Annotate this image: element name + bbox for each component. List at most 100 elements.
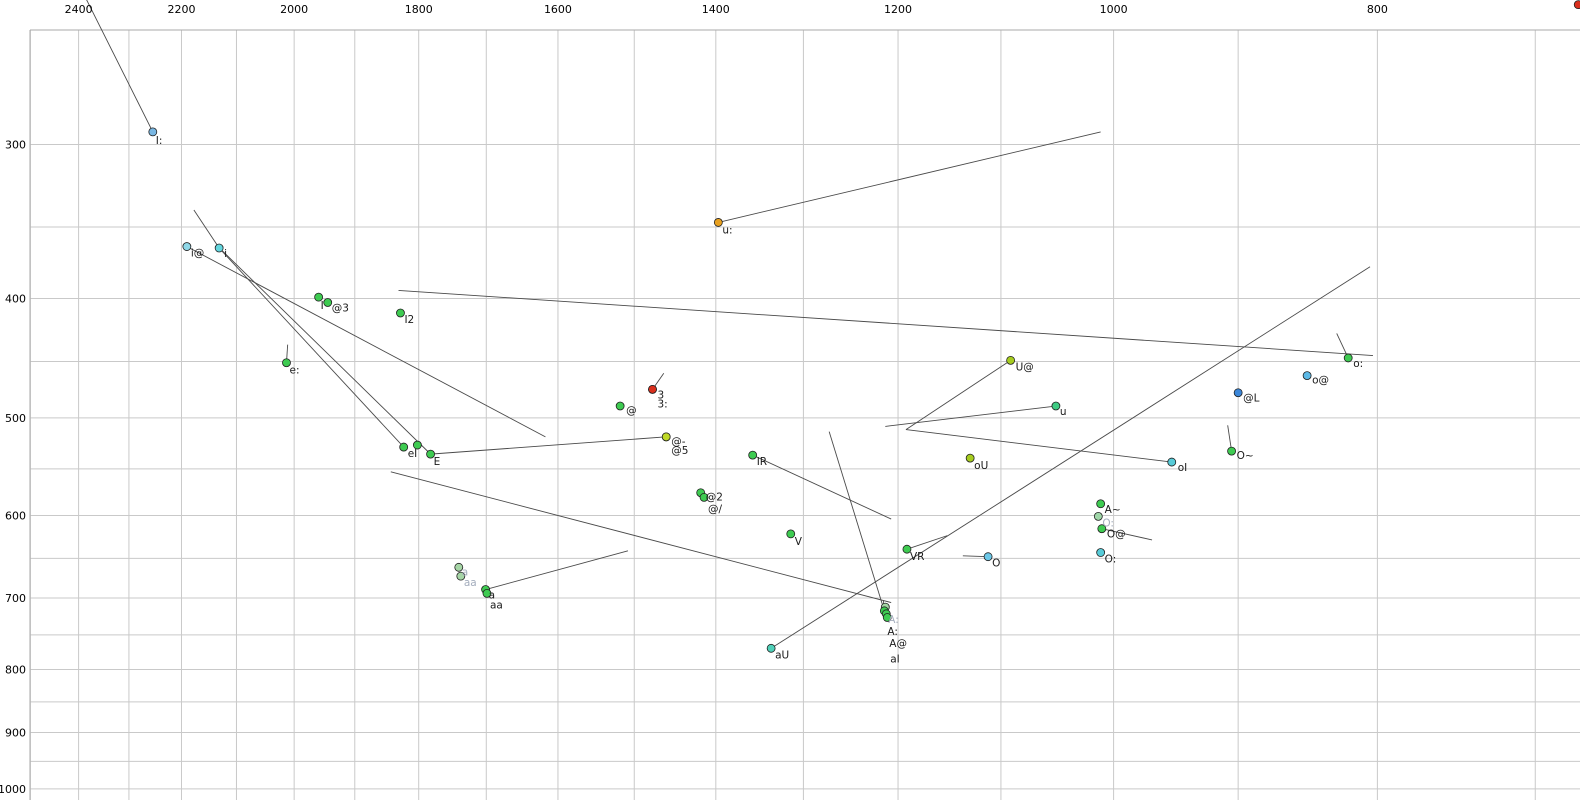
data-point[interactable] xyxy=(983,552,993,562)
point-label: @5 xyxy=(671,445,688,457)
data-point[interactable] xyxy=(399,442,409,452)
x-tick-label: 1200 xyxy=(884,3,912,16)
point-label: oU xyxy=(974,460,988,472)
data-point[interactable] xyxy=(412,440,422,450)
x-tick-label: 1400 xyxy=(702,3,730,16)
point-label: aU xyxy=(775,649,789,661)
x-tick-label: 2200 xyxy=(167,3,195,16)
trajectory-line xyxy=(86,0,154,133)
trajectory-line xyxy=(770,266,1371,649)
trajectory-line xyxy=(1336,333,1349,359)
trajectory-line xyxy=(485,550,629,590)
point-label: o: xyxy=(1353,358,1363,370)
trajectory-line xyxy=(828,431,885,611)
data-point[interactable] xyxy=(748,450,758,460)
y-tick-label: 500 xyxy=(5,412,26,425)
point-label: 3: xyxy=(658,398,668,410)
data-point[interactable] xyxy=(882,613,892,622)
trajectory-line xyxy=(906,535,948,550)
point-label: i xyxy=(224,248,227,260)
point-label: i@ xyxy=(191,248,204,260)
y-tick-label: 300 xyxy=(5,139,26,152)
x-tick-label: 2000 xyxy=(280,3,308,16)
data-point[interactable] xyxy=(454,562,464,572)
y-tick-label: 1000 xyxy=(0,783,26,796)
point-label: I xyxy=(321,300,324,312)
data-point[interactable] xyxy=(1006,355,1016,365)
data-point[interactable] xyxy=(323,298,333,307)
y-tick-label: 900 xyxy=(5,726,26,739)
trajectory-line xyxy=(218,247,405,448)
data-point[interactable] xyxy=(615,401,625,411)
data-point[interactable] xyxy=(456,571,466,581)
data-point[interactable] xyxy=(214,243,224,253)
trajectory-line xyxy=(718,131,1101,223)
point-label: A: xyxy=(888,614,899,626)
point-label: a xyxy=(489,590,495,602)
data-point[interactable] xyxy=(699,492,709,502)
data-point[interactable] xyxy=(1343,353,1353,363)
point-label: o@ xyxy=(1312,375,1329,387)
x-tick-label: 2400 xyxy=(65,3,93,16)
point-label: eI xyxy=(408,448,418,460)
x-tick-label: 1800 xyxy=(405,3,433,16)
trajectory-line xyxy=(752,454,892,520)
data-point[interactable] xyxy=(396,308,405,318)
data-point[interactable] xyxy=(1093,511,1103,521)
data-point[interactable] xyxy=(648,384,657,394)
data-point[interactable] xyxy=(1302,371,1312,381)
data-point[interactable] xyxy=(1573,0,1580,10)
data-point[interactable] xyxy=(902,544,912,554)
data-point[interactable] xyxy=(1233,388,1243,398)
data-point[interactable] xyxy=(426,449,435,459)
point-label: @ xyxy=(626,405,637,417)
point-label: a xyxy=(462,566,468,578)
trajectory-line xyxy=(1101,528,1153,541)
point-label: @3 xyxy=(332,302,349,314)
point-label: O xyxy=(992,558,1000,570)
x-tick-label: 1600 xyxy=(544,3,572,16)
point-label: @/ xyxy=(708,503,723,515)
trajectory-line xyxy=(222,250,431,455)
data-point[interactable] xyxy=(1051,401,1061,411)
point-label: u xyxy=(1060,406,1067,418)
y-tick-label: 400 xyxy=(5,292,26,305)
data-point[interactable] xyxy=(1167,457,1177,467)
data-point[interactable] xyxy=(1096,499,1106,509)
point-label: O: xyxy=(1105,554,1117,566)
x-tick-label: 1000 xyxy=(1100,3,1128,16)
point-label: A@ xyxy=(889,638,907,650)
point-label: IR xyxy=(757,456,767,468)
trajectory-line xyxy=(885,405,1056,427)
data-point[interactable] xyxy=(661,432,671,442)
data-point[interactable] xyxy=(182,242,192,251)
point-label: A~ xyxy=(1105,504,1121,516)
point-label: O~ xyxy=(1237,450,1254,462)
trajectory-line xyxy=(398,289,1373,356)
y-tick-label: 600 xyxy=(5,509,26,522)
data-point[interactable] xyxy=(282,358,291,368)
data-point[interactable] xyxy=(1096,548,1106,557)
point-label: aI xyxy=(890,654,900,666)
y-tick-label: 700 xyxy=(5,592,26,605)
data-point[interactable] xyxy=(482,588,492,598)
point-label: O: xyxy=(1102,517,1114,529)
data-point[interactable] xyxy=(314,292,324,302)
data-point[interactable] xyxy=(786,529,796,539)
data-point[interactable] xyxy=(1227,446,1236,456)
point-label: aa xyxy=(490,599,503,611)
point-label: oI xyxy=(1178,462,1188,474)
x-tick-label: 800 xyxy=(1367,3,1388,16)
point-label: @- xyxy=(671,436,686,448)
data-point[interactable] xyxy=(1097,524,1107,534)
point-label: O@ xyxy=(1107,529,1126,541)
data-point[interactable] xyxy=(713,218,723,227)
data-point[interactable] xyxy=(148,127,158,137)
data-point[interactable] xyxy=(965,453,975,463)
trajectory-line xyxy=(905,359,1011,430)
data-point[interactable] xyxy=(766,643,776,653)
point-label: I2 xyxy=(404,314,414,326)
point-label: A: xyxy=(887,626,898,638)
point-label: U@ xyxy=(1016,361,1034,373)
